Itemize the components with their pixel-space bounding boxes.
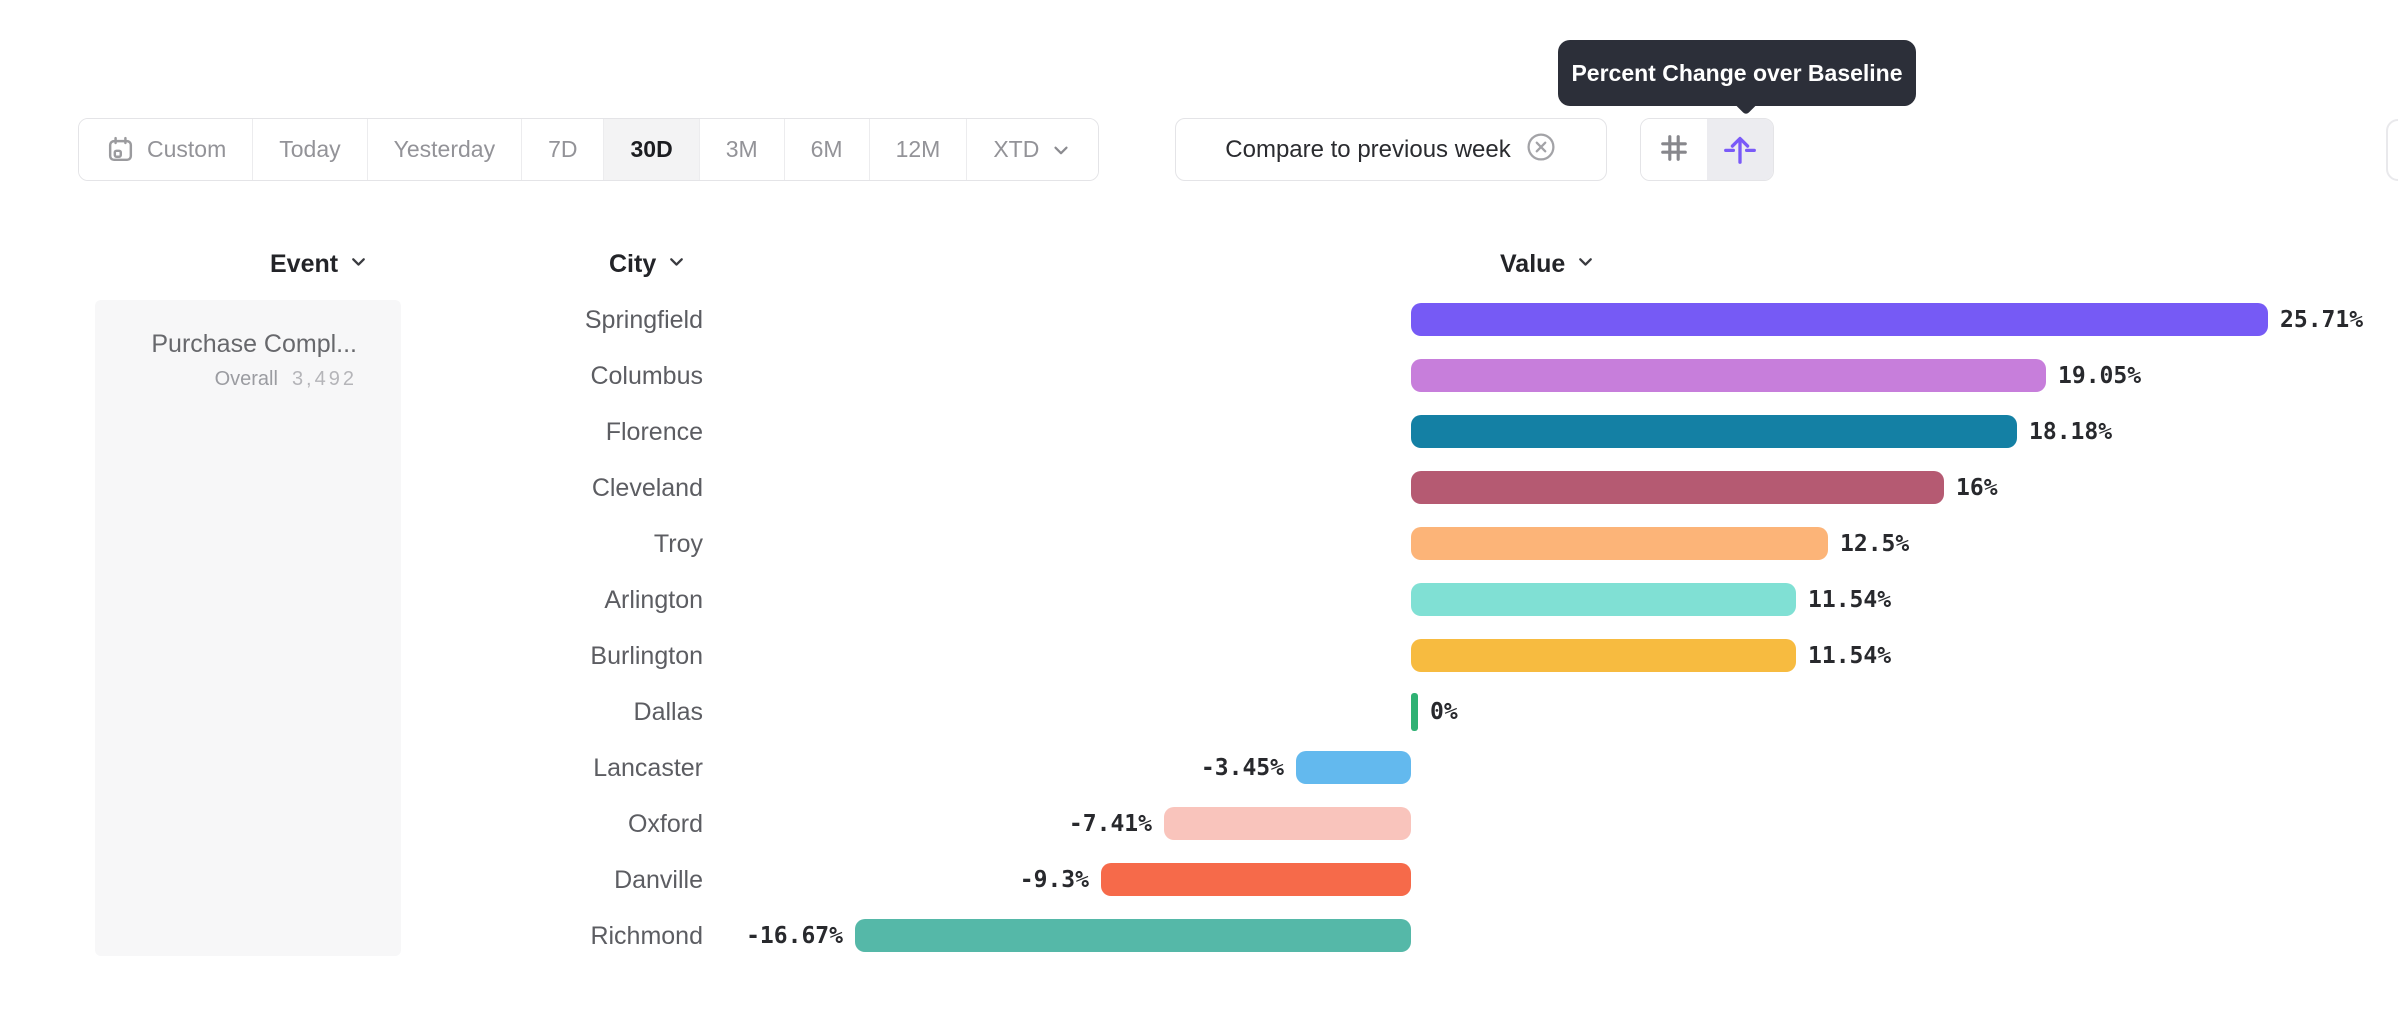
value-label: -9.3% (1019, 867, 1089, 893)
date-range-label: 6M (810, 136, 843, 162)
close-circle-icon[interactable] (1525, 131, 1557, 168)
column-header-label: Value (1500, 249, 1566, 278)
chart-row: Richmond -16.67% (0, 908, 2398, 964)
bar-chart: Springfield 25.71% Columbus 19.05% Flore… (0, 292, 2398, 964)
value-label: 0% (1430, 699, 1458, 725)
date-range-label: 12M (895, 136, 941, 162)
value-bar[interactable] (1411, 359, 2046, 392)
value-label: 19.05% (2058, 363, 2142, 389)
date-range-label: 30D (630, 136, 673, 162)
chart-row: Burlington 11.54% (0, 628, 2398, 684)
value-label: 18.18% (2029, 419, 2113, 445)
view-toggle-group (1640, 118, 1774, 181)
value-label: -3.45% (1200, 755, 1284, 781)
value-bar[interactable] (1164, 807, 1411, 840)
compare-label: Compare to previous week (1225, 135, 1511, 163)
date-range-6m[interactable]: 6M (783, 119, 869, 180)
chevron-down-icon (666, 250, 687, 279)
chart-row: Arlington 11.54% (0, 572, 2398, 628)
chart-row: Oxford -7.41% (0, 796, 2398, 852)
event-title: Purchase Compl... (151, 330, 357, 358)
value-bar[interactable] (1411, 527, 1828, 560)
city-label: Richmond (590, 922, 703, 950)
city-label: Florence (605, 418, 703, 446)
value-bar[interactable] (1296, 751, 1411, 784)
chart-row: Cleveland 16% (0, 460, 2398, 516)
value-label: 11.54% (1808, 587, 1892, 613)
date-range-12m[interactable]: 12M (868, 119, 967, 180)
value-bar[interactable] (1411, 693, 1418, 731)
value-bar[interactable] (1411, 639, 1796, 672)
event-card[interactable]: Purchase Compl... Overall 3,492 (95, 300, 401, 956)
city-label: Springfield (584, 306, 703, 334)
date-range-yesterday[interactable]: Yesterday (366, 119, 522, 180)
value-bar[interactable] (1411, 583, 1796, 616)
edge-fragment-button[interactable] (2386, 119, 2398, 181)
hash-icon (1656, 130, 1692, 169)
city-label: Dallas (633, 698, 703, 726)
column-header-city[interactable]: City (609, 247, 687, 281)
city-label: Cleveland (591, 474, 703, 502)
date-range-label: XTD (993, 136, 1040, 162)
value-bar[interactable] (855, 919, 1411, 952)
chart-row: Florence 18.18% (0, 404, 2398, 460)
chart-row: Danville -9.3% (0, 852, 2398, 908)
chart-row: Troy 12.5% (0, 516, 2398, 572)
value-bar[interactable] (1411, 415, 2017, 448)
city-label: Arlington (604, 586, 703, 614)
value-label: 25.71% (2280, 307, 2364, 333)
value-bar[interactable] (1411, 303, 2268, 336)
date-range-label: 3M (725, 136, 758, 162)
date-range-30d[interactable]: 30D (603, 119, 699, 180)
date-range-today[interactable]: Today (252, 119, 367, 180)
chevron-down-icon (1050, 139, 1072, 161)
chevron-down-icon (1575, 250, 1596, 279)
value-bar[interactable] (1411, 471, 1944, 504)
compare-pill[interactable]: Compare to previous week (1175, 118, 1607, 181)
date-range-7d[interactable]: 7D (521, 119, 604, 180)
chevron-down-icon (348, 250, 369, 279)
date-range-group: Custom Today Yesterday 7D 30D 3M 6M 12M (78, 118, 1100, 181)
event-summary-value: 3,492 (291, 368, 357, 390)
date-range-3m[interactable]: 3M (698, 119, 784, 180)
city-label: Lancaster (593, 754, 703, 782)
city-label: Troy (653, 530, 703, 558)
city-label: Columbus (590, 362, 703, 390)
value-bar[interactable] (1101, 863, 1411, 896)
city-label: Danville (614, 866, 703, 894)
chart-row: Dallas 0% (0, 684, 2398, 740)
column-header-event[interactable]: Event (270, 247, 369, 281)
percent-baseline-toggle[interactable] (1707, 119, 1773, 180)
chart-row: Columbus 19.05% (0, 348, 2398, 404)
event-summary: Overall 3,492 (215, 368, 357, 391)
column-header-label: Event (270, 249, 339, 278)
absolute-values-toggle[interactable] (1641, 119, 1707, 180)
date-range-label: Custom (147, 136, 227, 162)
value-label: 11.54% (1808, 643, 1892, 669)
tooltip-text: Percent Change over Baseline (1571, 59, 1903, 86)
value-label: 16% (1956, 475, 1998, 501)
value-label: -7.41% (1068, 811, 1152, 837)
date-range-xtd[interactable]: XTD (966, 119, 1099, 180)
value-label: -16.67% (746, 923, 843, 949)
date-range-label: 7D (548, 136, 578, 162)
percent-baseline-icon (1721, 129, 1759, 170)
calendar-icon (105, 134, 136, 165)
event-summary-label: Overall (214, 368, 278, 390)
column-header-value[interactable]: Value (1500, 247, 1596, 281)
city-label: Burlington (590, 642, 703, 670)
date-range-label: Yesterday (393, 136, 496, 162)
city-label: Oxford (627, 810, 703, 838)
chart-row: Lancaster -3.45% (0, 740, 2398, 796)
value-label: 12.5% (1840, 531, 1910, 557)
column-header-label: City (609, 249, 657, 278)
date-range-label: Today (279, 136, 341, 162)
date-range-custom[interactable]: Custom (79, 119, 253, 180)
tooltip: Percent Change over Baseline (1558, 40, 1916, 106)
toolbar: Custom Today Yesterday 7D 30D 3M 6M 12M (78, 118, 1100, 181)
chart-row: Springfield 25.71% (0, 292, 2398, 348)
